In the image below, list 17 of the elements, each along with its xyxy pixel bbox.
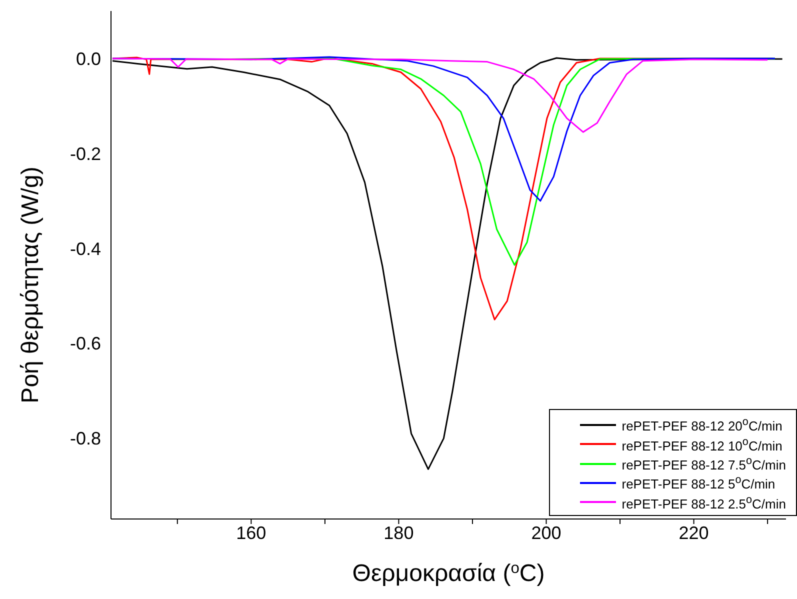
y-tick-label: -0.4 <box>70 238 101 259</box>
legend-label: rePET-PEF 88-12 20$^{o}$C/min <box>622 416 782 434</box>
legend-label: rePET-PEF 88-12 10$^{o}$C/min <box>622 436 782 454</box>
legend-label: rePET-PEF 88-12 2.5$^{o}$C/min <box>622 494 786 511</box>
y-tick-label: -0.8 <box>70 428 101 449</box>
y-tick-label: -0.2 <box>70 144 101 164</box>
x-tick-label: 200 <box>531 522 562 543</box>
x-tick-label: 180 <box>384 522 414 543</box>
legend-label: rePET-PEF 88-12 7.5$^{o}$C/min <box>622 455 786 472</box>
line-series <box>112 58 768 133</box>
x-axis-title: Θερμοκρασία ($^{o}$C) <box>352 560 545 587</box>
x-tick-label: 160 <box>236 522 266 543</box>
y-tick-label: -0.6 <box>70 334 101 354</box>
legend-label: rePET-PEF 88-12 5$^{o}$C/min <box>622 474 776 492</box>
x-tick-label: 220 <box>678 522 709 543</box>
y-axis-title: Ροή θερμότητας (W/g) <box>17 166 44 404</box>
y-tick-label: 0.0 <box>76 48 101 69</box>
